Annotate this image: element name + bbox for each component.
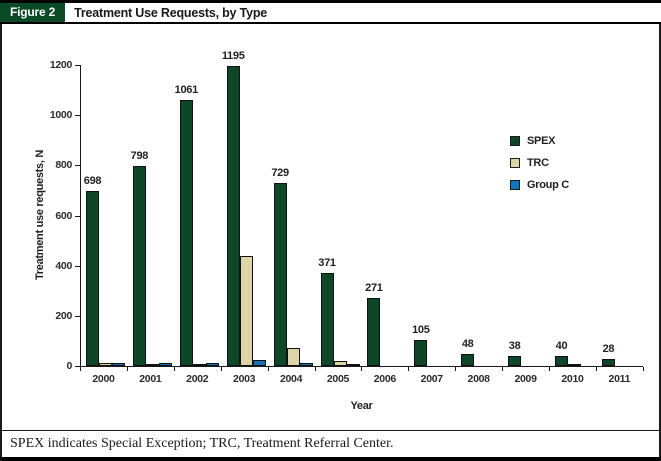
bar-spex-2006 [367,298,381,366]
y-axis-line [80,65,81,367]
bar-value-label: 105 [412,323,430,336]
bar-value-label: 798 [130,149,149,162]
x-category-label: 2004 [279,373,303,385]
figure-badge: Figure 2 [0,3,66,22]
x-category-label: 2001 [139,373,162,385]
y-tick [75,265,80,267]
bar-trc-2005 [333,360,347,366]
bar-spex-2005 [320,272,334,366]
x-category-label: 2000 [92,373,115,385]
y-tick [75,315,80,317]
y-tick-label: 0 [66,360,72,372]
x-tick [549,367,550,371]
bar-value-label: 698 [83,174,102,187]
bar-value-label: 1061 [174,83,199,96]
bar-value-label: 28 [602,342,615,355]
bar-trc-2003 [239,255,253,366]
bar-chart: Treatment use requests, N Year SPEX TRC Gr… [0,24,661,430]
bar-value-label: 38 [508,340,521,353]
x-category-label: 2008 [467,373,490,385]
bar-spex-2004 [273,183,287,366]
bar-spex-2011 [601,358,615,366]
bar-value-label: 1195 [221,50,245,63]
y-tick [75,115,80,117]
x-category-label: 2003 [233,373,256,385]
legend: SPEX TRC Group C [510,130,569,196]
figure-footer: SPEX indicates Special Exception; TRC, T… [0,430,661,457]
legend-item: TRC [510,152,569,174]
x-category-label: 2007 [420,373,443,385]
bar-trc-2010 [568,364,581,366]
y-tick-label: 200 [55,309,72,322]
bar-spex-2007 [414,339,428,366]
legend-label: Group C [527,179,569,191]
bar-value-label: 271 [365,282,383,295]
bar-group-c-2005 [346,364,360,366]
legend-swatch-icon [510,158,520,168]
legend-item: SPEX [510,130,569,152]
x-tick [595,367,597,371]
bar-value-label: 371 [318,256,336,269]
legend-label: TRC [527,157,549,169]
y-tick-label: 600 [55,209,72,222]
bar-spex-2009 [508,356,522,366]
bar-group-c-2004 [299,362,313,366]
bar-trc-2002 [192,364,206,366]
x-tick [502,367,504,371]
bar-value-label: 48 [461,337,474,350]
x-tick [361,367,363,371]
bar-spex-2001 [132,165,146,366]
y-tick [75,366,80,367]
bar-spex-2003 [226,66,240,366]
x-category-label: 2002 [186,373,209,385]
bar-trc-2004 [286,348,300,366]
bar-group-c-2001 [158,362,172,366]
figure-title: Treatment Use Requests, by Type [74,5,268,20]
x-tick [80,367,81,371]
bar-trc-2000 [99,362,112,366]
y-tick-label: 800 [55,159,72,172]
legend-swatch-icon [510,136,520,146]
y-tick-label: 1200 [49,59,72,71]
x-category-label: 2011 [608,373,631,385]
x-tick [126,367,128,371]
x-category-label: 2006 [373,373,396,385]
x-category-label: 2005 [326,373,350,385]
bar-spex-2002 [179,99,193,366]
bar-spex-2008 [461,353,475,366]
bar-value-label: 729 [271,167,289,180]
y-tick-label: 400 [55,259,72,272]
x-tick [642,367,644,371]
legend-item: Group C [510,174,569,196]
legend-swatch-icon [510,180,520,190]
x-category-label: 2010 [561,373,584,385]
footnote: SPEX indicates Special Exception; TRC, T… [10,436,394,451]
bar-group-c-2003 [252,359,266,366]
y-tick [75,65,80,66]
legend-label: SPEX [527,135,556,147]
x-tick [408,367,410,371]
x-axis-title: Year [350,400,373,412]
top-rule [0,0,661,3]
bar-spex-2010 [555,355,568,366]
header-rule [0,22,661,24]
bar-group-c-2002 [205,362,219,366]
figure-header: Figure 2 Treatment Use Requests, by Type [0,3,661,22]
bar-trc-2001 [145,364,159,366]
x-axis-line [80,366,643,367]
bottom-rule [0,457,661,461]
x-tick [455,367,457,371]
bar-value-label: 40 [555,339,568,352]
bar-spex-2000 [86,190,99,366]
bar-group-c-2000 [112,362,125,366]
x-tick [314,367,316,371]
x-tick [267,367,269,371]
x-tick [220,367,222,371]
x-category-label: 2009 [514,373,537,385]
y-tick [75,215,80,217]
y-tick [75,165,80,167]
y-tick-label: 1000 [49,109,72,122]
x-tick [173,367,175,371]
